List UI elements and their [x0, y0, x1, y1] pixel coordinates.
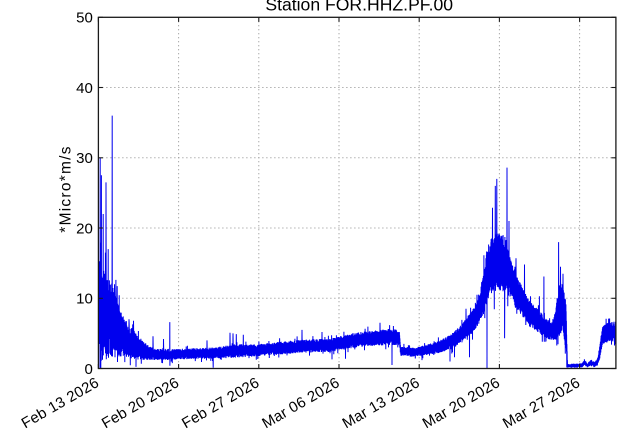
svg-text:30: 30 [76, 150, 93, 167]
svg-text:*Micro*m/s: *Micro*m/s [58, 145, 75, 232]
svg-text:40: 40 [76, 80, 93, 97]
svg-text:50: 50 [76, 10, 93, 27]
svg-text:Station FOR.HHZ.PF.00: Station FOR.HHZ.PF.00 [265, 0, 453, 15]
svg-text:20: 20 [76, 220, 93, 237]
svg-text:10: 10 [76, 291, 93, 308]
svg-text:0: 0 [84, 361, 92, 378]
